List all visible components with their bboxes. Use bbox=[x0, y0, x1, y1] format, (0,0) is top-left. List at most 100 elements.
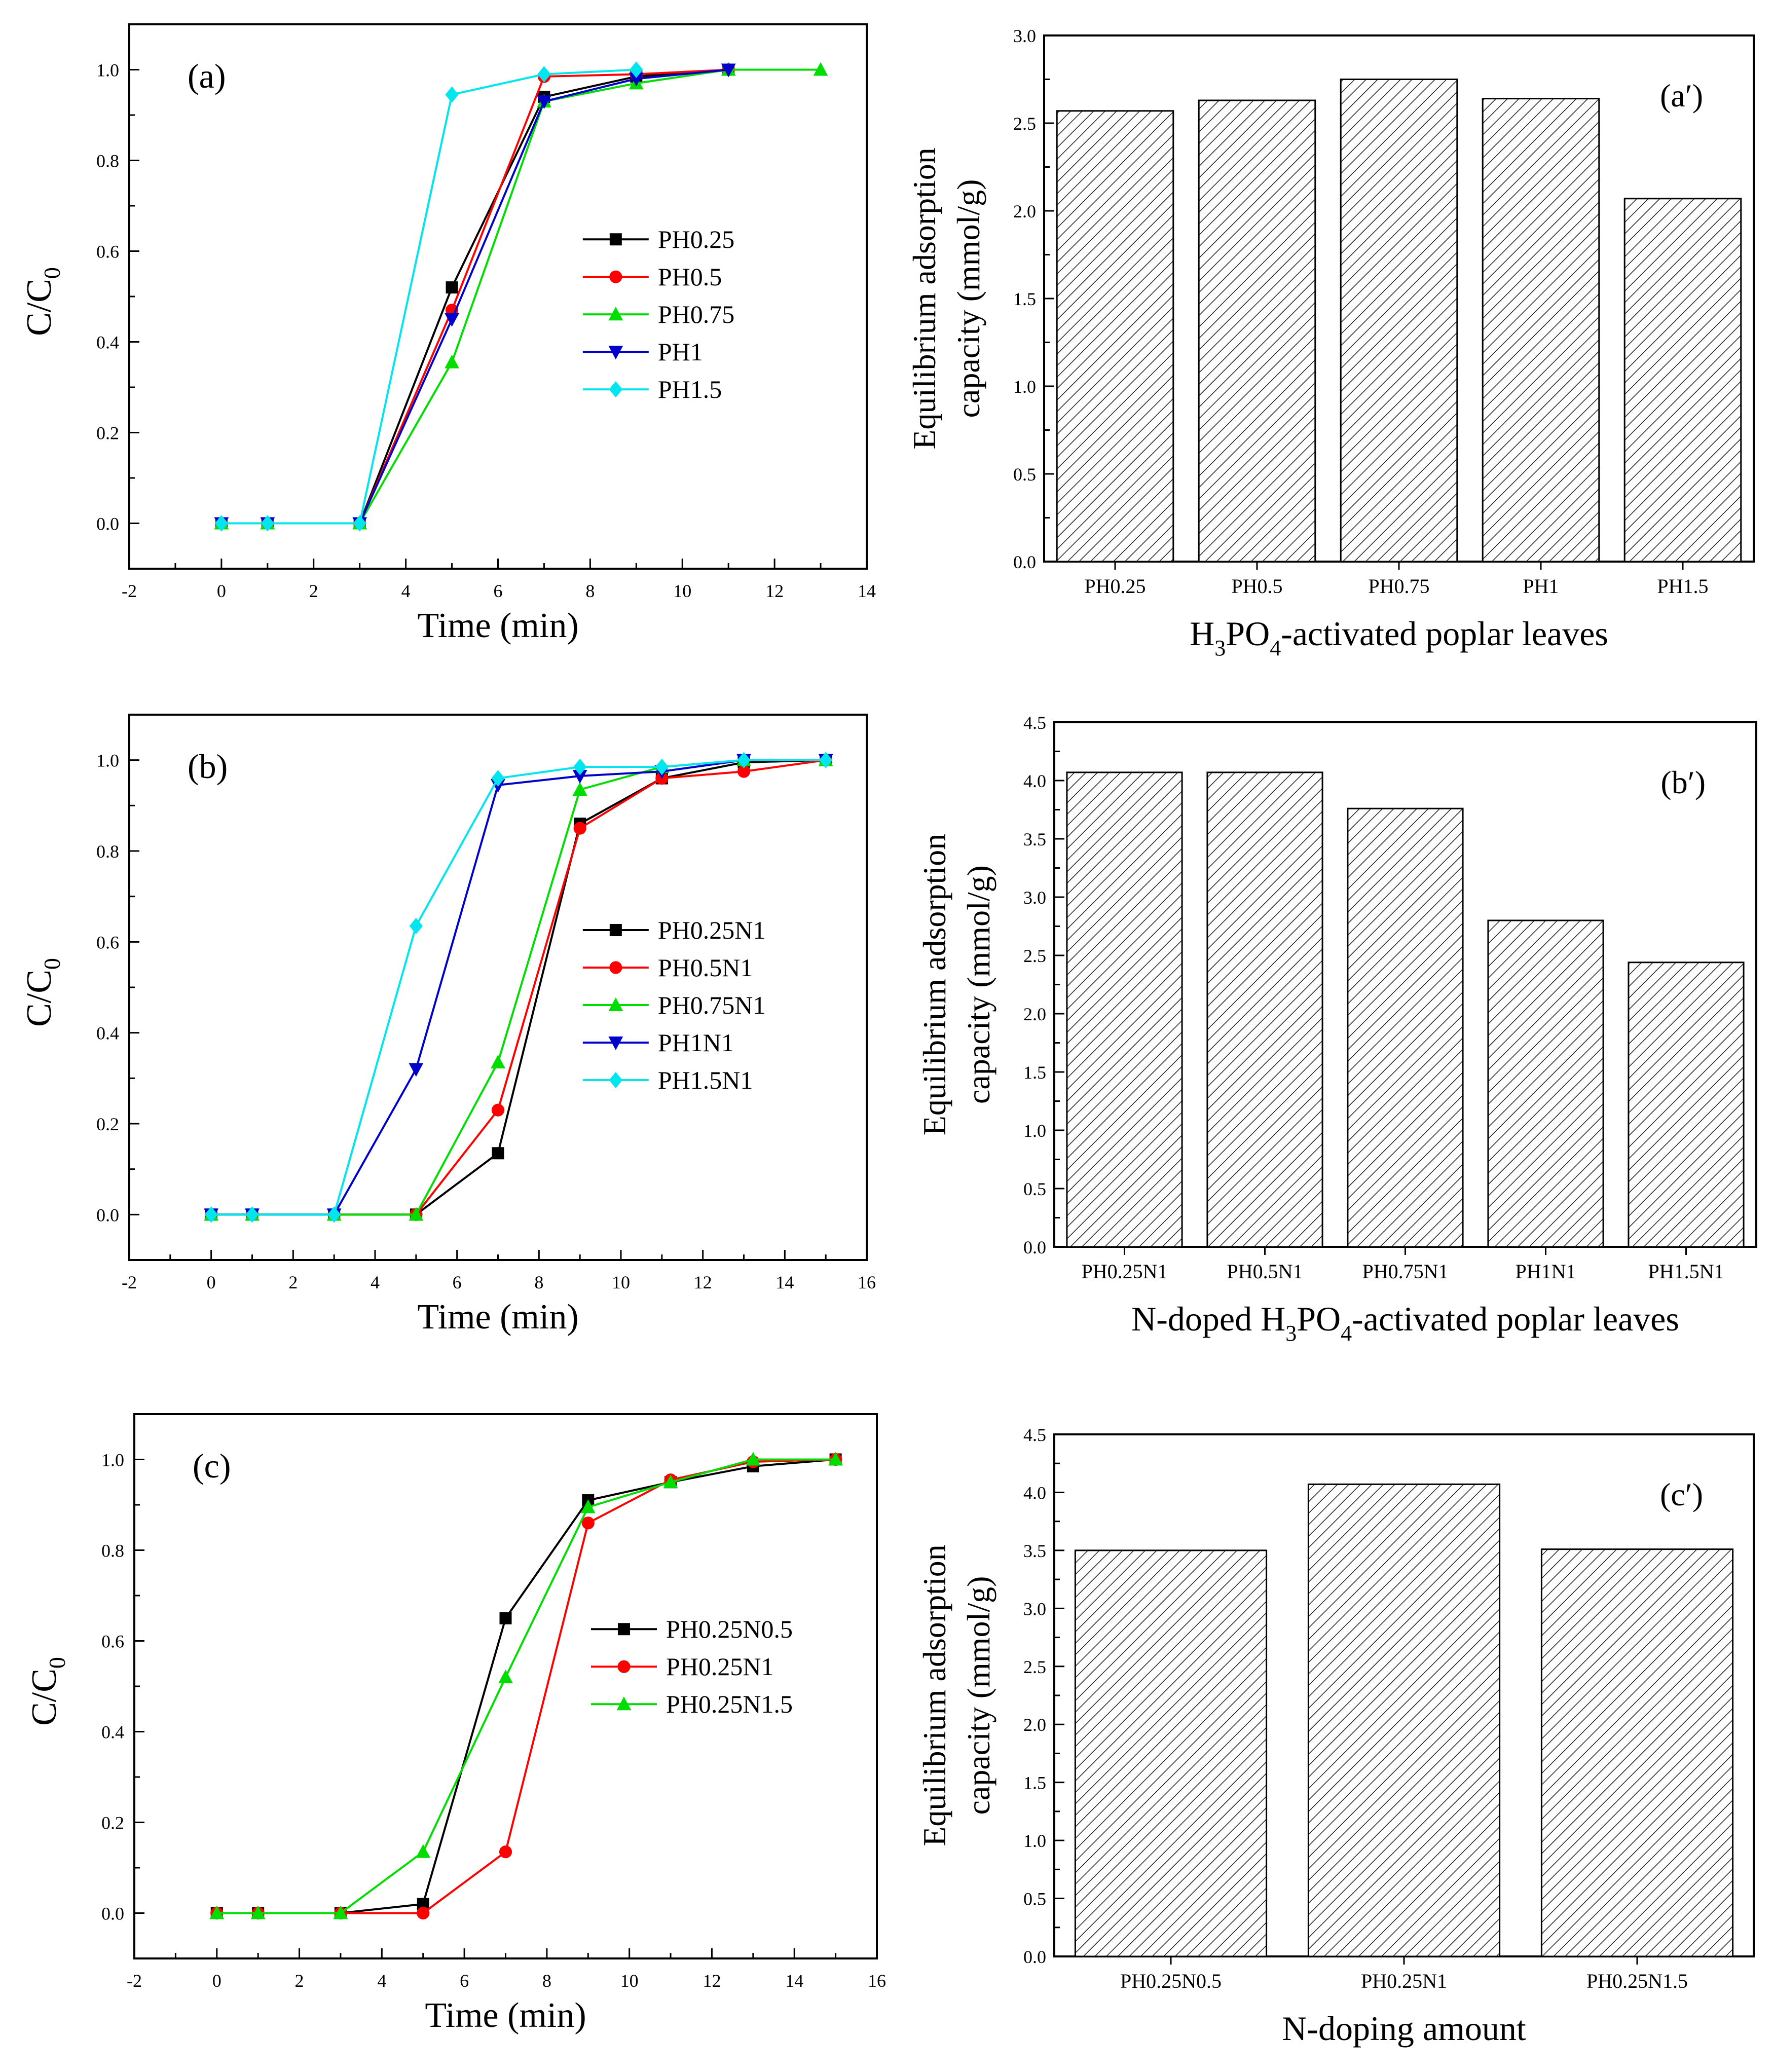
bar-ph0-5 bbox=[1198, 99, 1316, 563]
series-ph0-25n0-5 bbox=[210, 1453, 842, 1919]
data-point bbox=[491, 1103, 505, 1117]
y-tick-label: 1.0 bbox=[1013, 377, 1036, 397]
series-line bbox=[221, 68, 821, 525]
x-axis-title: Time (min) bbox=[425, 1996, 586, 2035]
series-ph0-25n1-5 bbox=[209, 1452, 843, 1919]
y-tick-label: 0.6 bbox=[101, 1632, 124, 1652]
x-tick-label: PH0.25N1 bbox=[1361, 1970, 1447, 1992]
x-axis-title-subscript: 4 bbox=[1341, 1321, 1352, 1346]
data-point bbox=[214, 515, 229, 532]
x-tick-label: PH0.25N0.5 bbox=[1120, 1970, 1222, 1992]
x-tick-label: PH0.75 bbox=[1368, 575, 1429, 598]
data-point bbox=[245, 1206, 259, 1223]
x-tick-label: 2 bbox=[309, 581, 318, 601]
x-axis-title-part: PO bbox=[1226, 614, 1270, 653]
legend: PH0.25N0.5 PH0.25N1 PH0.25N1.5 bbox=[590, 1615, 793, 1718]
data-point bbox=[581, 1516, 595, 1530]
series-line bbox=[216, 1458, 836, 1914]
legend-label: PH1.5N1 bbox=[658, 1066, 753, 1094]
legend-marker bbox=[609, 961, 622, 974]
data-point bbox=[446, 281, 458, 294]
series-ph1-5n1 bbox=[204, 752, 833, 1223]
series-ph0-25n1 bbox=[205, 754, 832, 1221]
legend-item-ph0-75n1: PH0.75N1 bbox=[582, 991, 765, 1019]
x-tick-label: 0 bbox=[207, 1272, 216, 1292]
x-tick-label: 6 bbox=[453, 1272, 462, 1292]
x-ticks: -2 0 2 4 6 8 10 12 14 16 bbox=[127, 1948, 886, 1991]
x-tick-label: 14 bbox=[785, 1971, 803, 1991]
x-tick-label: 8 bbox=[534, 1272, 543, 1292]
data-point bbox=[209, 1905, 225, 1919]
legend-label: PH1 bbox=[658, 338, 703, 366]
x-tick-label: 8 bbox=[585, 581, 595, 601]
bar-ph1-5n1 bbox=[1628, 961, 1745, 1248]
legend-item-ph1n1: PH1N1 bbox=[582, 1028, 734, 1057]
data-point bbox=[250, 1905, 266, 1919]
x-tick-label: PH0.75N1 bbox=[1362, 1260, 1448, 1283]
data-point bbox=[737, 765, 751, 778]
y-tick-label: 0.8 bbox=[96, 151, 119, 171]
y-tick-label: 0.8 bbox=[101, 1541, 124, 1561]
data-point bbox=[537, 66, 551, 83]
x-tick-label: 10 bbox=[620, 1971, 639, 1991]
y-axis-title-subscript: 0 bbox=[44, 1657, 70, 1669]
bar-ph0-25n1 bbox=[1307, 1483, 1501, 1957]
y-tick-label: 0.8 bbox=[96, 841, 119, 862]
data-point bbox=[409, 917, 423, 935]
y-axis-title-line2: capacity (mmol/g) bbox=[950, 179, 986, 418]
y-tick-label: 0.4 bbox=[96, 332, 119, 353]
legend-marker bbox=[609, 1071, 623, 1089]
x-tick-label: 8 bbox=[542, 1971, 551, 1991]
y-tick-label: 3.5 bbox=[1023, 829, 1046, 849]
y-axis-title-line1: Equilibrium adsorption bbox=[906, 147, 942, 450]
y-tick-label: 0.2 bbox=[101, 1813, 124, 1833]
y-tick-label: 3.0 bbox=[1023, 1599, 1046, 1619]
y-tick-label: 0.0 bbox=[1023, 1947, 1046, 1967]
x-tick-label: 4 bbox=[401, 581, 411, 601]
y-axis-title: C/C0 bbox=[20, 267, 65, 336]
data-point bbox=[630, 61, 643, 78]
legend-item-ph0-25: PH0.25 bbox=[582, 225, 734, 253]
y-tick-label: 1.0 bbox=[96, 60, 119, 81]
legend-label: PH0.75 bbox=[658, 300, 734, 328]
y-axis-title-main: C/C bbox=[20, 970, 59, 1027]
x-axis-title-subscript: 3 bbox=[1214, 636, 1226, 660]
x-tick-label: PH0.5 bbox=[1231, 575, 1282, 598]
data-point bbox=[416, 1844, 431, 1858]
y-tick-label: 0.5 bbox=[1023, 1889, 1046, 1909]
data-point bbox=[409, 1207, 424, 1221]
y-ticks: 0.0 0.5 1.0 1.5 2.0 2.5 3.0 3.5 4.0 4.5 bbox=[1023, 1425, 1064, 1967]
x-tick-label: 4 bbox=[377, 1971, 386, 1991]
data-point bbox=[409, 1063, 424, 1077]
legend-label: PH0.5N1 bbox=[658, 953, 753, 982]
series-line bbox=[211, 759, 826, 1216]
series-line bbox=[221, 68, 637, 525]
y-ticks: 0.0 0.5 1.0 1.5 2.0 2.5 3.0 bbox=[1013, 26, 1054, 572]
y-axis-title-subscript: 0 bbox=[39, 267, 65, 279]
legend-item-ph0-25n0-5: PH0.25N0.5 bbox=[590, 1615, 793, 1643]
x-tick-label: 4 bbox=[371, 1272, 380, 1292]
legend-marker bbox=[616, 1696, 632, 1711]
x-tick-label: 12 bbox=[703, 1971, 721, 1991]
bar-ph1n1 bbox=[1487, 919, 1604, 1248]
series-ph1n1 bbox=[204, 754, 833, 1223]
plot-frame bbox=[128, 23, 868, 570]
data-point bbox=[445, 313, 459, 327]
y-tick-label: 4.5 bbox=[1023, 713, 1046, 733]
y-tick-label: 2.0 bbox=[1013, 201, 1036, 221]
y-tick-label: 0.2 bbox=[96, 423, 119, 443]
legend-item-ph0-5: PH0.5 bbox=[582, 263, 722, 291]
y-tick-label: 4.5 bbox=[1023, 1425, 1046, 1445]
legend-marker bbox=[608, 997, 623, 1012]
data-point bbox=[261, 515, 275, 532]
x-tick-label: 14 bbox=[775, 1272, 794, 1292]
y-tick-label: 2.0 bbox=[1023, 1715, 1046, 1735]
legend-marker bbox=[609, 233, 622, 246]
y-axis-title: C/C0 bbox=[20, 958, 65, 1027]
legend-marker bbox=[609, 924, 622, 937]
data-point bbox=[417, 1906, 430, 1920]
y-tick-label: 1.5 bbox=[1013, 289, 1036, 309]
series-line bbox=[216, 1458, 836, 1914]
data-point bbox=[721, 63, 736, 78]
